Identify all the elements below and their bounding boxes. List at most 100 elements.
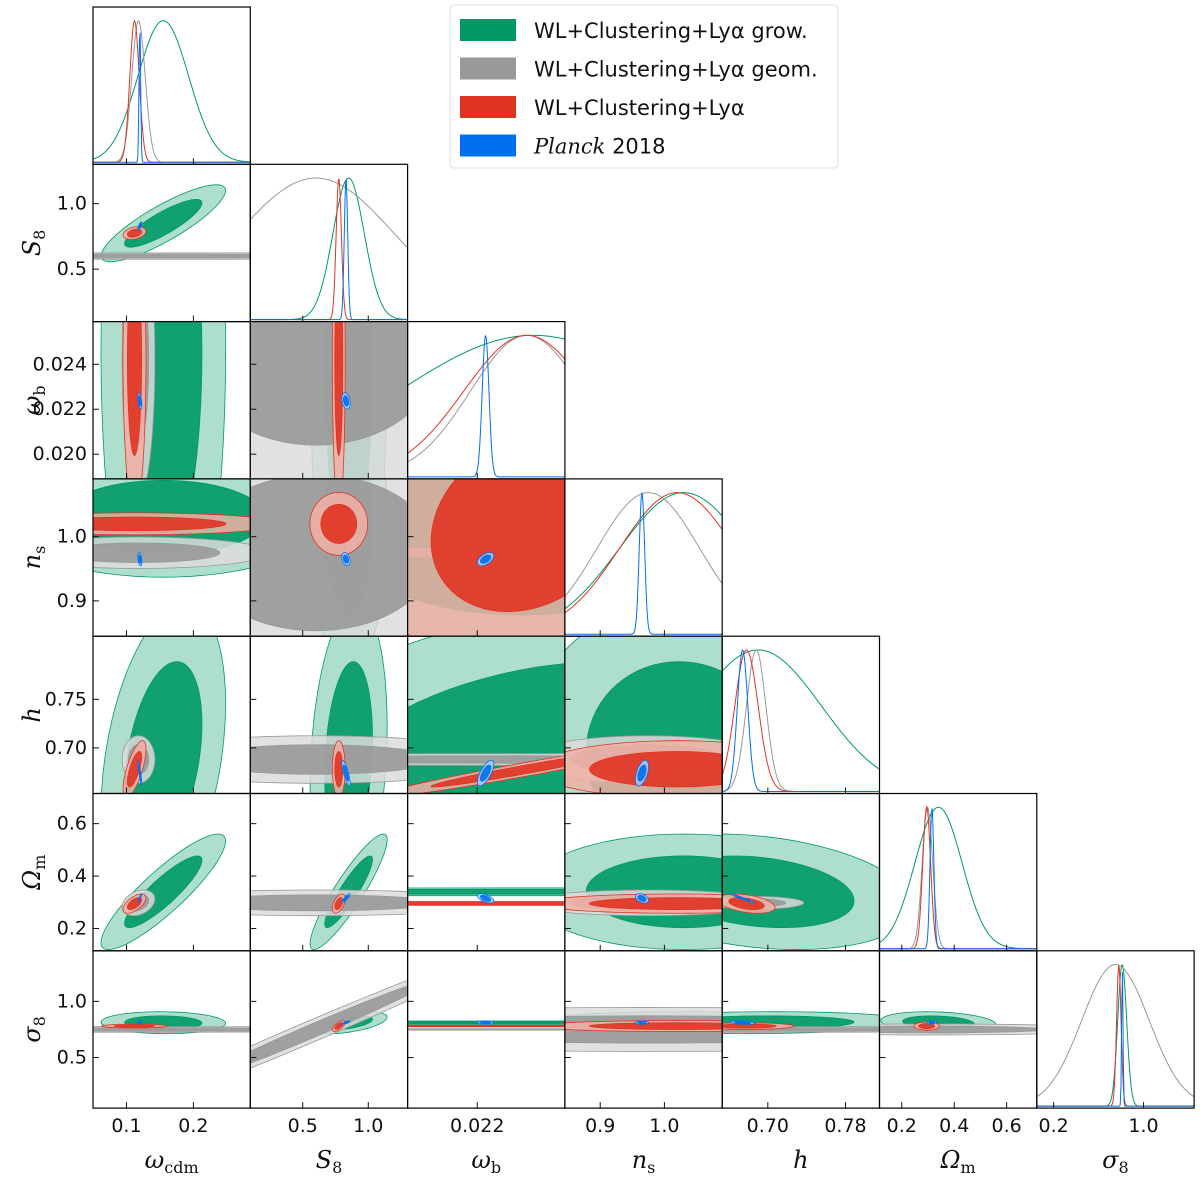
x-tick-label: 0.4 bbox=[939, 1115, 969, 1137]
x-tick-label: 0.70 bbox=[747, 1115, 789, 1137]
contour-inner-3 bbox=[637, 764, 647, 782]
contour-inner-2 bbox=[334, 321, 344, 457]
y-tick-label: 0.5 bbox=[57, 1047, 87, 1069]
legend-label-2: WL+Clustering+Lyα bbox=[534, 96, 745, 120]
y-tick-label: 0.5 bbox=[57, 258, 87, 280]
panel-frame bbox=[249, 163, 409, 323]
contour-inner-3 bbox=[138, 395, 142, 407]
panel-n_s-S8 bbox=[249, 478, 409, 637]
panels: 0.51.00.0200.0220.0240.91.00.700.750.20.… bbox=[33, 6, 1195, 1137]
panel-omega_b-omega_cdm: 0.020 0.022 0.024 bbox=[33, 321, 251, 480]
contour-inner-2 bbox=[407, 902, 565, 906]
panel-Omega_m-S8 bbox=[249, 792, 409, 952]
marginal-curve-3 bbox=[407, 335, 565, 478]
marginal-curve-1 bbox=[407, 334, 565, 463]
x-tick-label: 0.022 bbox=[450, 1115, 504, 1137]
y-tick-label: 0.2 bbox=[57, 918, 87, 940]
contour-inner-0 bbox=[407, 889, 565, 895]
marginal-curve-3 bbox=[250, 179, 408, 321]
legend-label-0: WL+Clustering+Lyα grow. bbox=[534, 19, 808, 43]
panel-sigma8-n_s: 0.9 1.0 bbox=[564, 950, 723, 1137]
contour-inner-2 bbox=[334, 897, 344, 910]
y-tick-label: 0.020 bbox=[33, 443, 87, 465]
marginal-curve-0 bbox=[1036, 964, 1195, 1107]
y-axis-label-h: h bbox=[18, 707, 46, 722]
contour-inner-2 bbox=[430, 758, 565, 788]
x-tick-label: 0.6 bbox=[992, 1115, 1022, 1137]
marginal-curve-2 bbox=[250, 179, 408, 321]
marginal-curve-3 bbox=[879, 808, 1037, 950]
x-tick-label: 0.78 bbox=[824, 1115, 866, 1137]
marginal-curve-0 bbox=[93, 20, 251, 163]
contour-inner-1 bbox=[407, 755, 565, 764]
panel-Omega_m-n_s bbox=[564, 792, 723, 952]
panel-frame bbox=[407, 792, 566, 952]
contour-inner-1 bbox=[250, 894, 408, 912]
y-tick-label: 0.9 bbox=[57, 590, 87, 612]
panel-omega_cdm-omega_cdm bbox=[92, 6, 251, 165]
y-tick-label: 0.70 bbox=[45, 737, 87, 759]
x-tick-label: 0.1 bbox=[111, 1115, 141, 1137]
contour-inner-3 bbox=[734, 1021, 751, 1025]
contour-inner-2 bbox=[334, 1022, 344, 1030]
contour-inner-2 bbox=[334, 751, 344, 788]
marginal-curve-1 bbox=[564, 492, 723, 597]
panel-omega_b-omega_b bbox=[407, 321, 566, 480]
marginal-curve-1 bbox=[93, 19, 251, 163]
x-axis-label-sigma8: σ8 bbox=[1102, 1146, 1129, 1177]
panel-Omega_m-Omega_m bbox=[878, 792, 1038, 952]
contour-inner-3 bbox=[138, 895, 142, 902]
contour-inner-3 bbox=[138, 1021, 142, 1025]
contour-inner-2 bbox=[126, 321, 143, 456]
axis-labels: ωcdm S8 ωb ns h Ωm σ8 S8 ωb ns h Ωm σ8 bbox=[18, 230, 1129, 1177]
contour-inner-1 bbox=[250, 985, 408, 1064]
panel-sigma8-Omega_m: 0.2 0.4 0.6 bbox=[878, 950, 1038, 1137]
marginal-curve-3 bbox=[722, 648, 880, 792]
contour-inner-2 bbox=[728, 897, 765, 910]
legend-label-3: Planck 2018 bbox=[533, 135, 666, 159]
x-axis-label-Omega_m: Ωm bbox=[940, 1146, 976, 1177]
y-axis-label-sigma8: σ8 bbox=[18, 1016, 49, 1043]
y-tick-label: 1.0 bbox=[57, 526, 87, 548]
marginal-curve-3 bbox=[93, 32, 251, 163]
contour-inner-3 bbox=[480, 554, 492, 564]
legend-swatch-3 bbox=[460, 134, 516, 157]
y-tick-label: 1.0 bbox=[57, 990, 87, 1012]
x-axis-label-h: h bbox=[793, 1146, 808, 1174]
contour-inner-2 bbox=[407, 1025, 565, 1027]
contour-inner-1 bbox=[93, 542, 221, 563]
y-axis-label-n_s: ns bbox=[18, 546, 49, 570]
panel-sigma8-S8: 0.5 1.0 bbox=[249, 950, 409, 1137]
y-tick-label: 0.022 bbox=[33, 398, 87, 420]
panel-h-omega_b bbox=[407, 635, 566, 795]
marginal-curve-2 bbox=[407, 334, 565, 454]
panel-sigma8-omega_cdm: 0.5 1.0 0.1 0.2 bbox=[57, 950, 251, 1137]
x-tick-label: 0.2 bbox=[1039, 1115, 1069, 1137]
marginal-curve-1 bbox=[250, 177, 408, 249]
x-tick-label: 1.0 bbox=[649, 1115, 679, 1137]
legend-box bbox=[449, 4, 839, 169]
contour-inner-1 bbox=[250, 478, 408, 632]
panel-h-S8 bbox=[249, 635, 409, 795]
marginal-curve-0 bbox=[250, 177, 408, 321]
marginal-curve-1 bbox=[879, 806, 1037, 950]
y-tick-label: 0.6 bbox=[57, 813, 87, 835]
panel-frame bbox=[1036, 950, 1195, 1109]
contour-inner-2 bbox=[589, 751, 723, 788]
x-tick-label: 0.2 bbox=[178, 1115, 208, 1137]
contour-inner-2 bbox=[93, 516, 227, 532]
panel-frame bbox=[878, 792, 1038, 952]
contour-inner-3 bbox=[138, 554, 142, 564]
panel-frame bbox=[92, 6, 251, 165]
marginal-curve-0 bbox=[879, 806, 1037, 950]
contour-inner-2 bbox=[588, 1022, 723, 1030]
contour-inner-3 bbox=[342, 764, 349, 782]
legend-swatch-0 bbox=[460, 19, 516, 41]
contour-inner-3 bbox=[480, 764, 492, 782]
panel-Omega_m-omega_cdm: 0.2 0.4 0.6 bbox=[57, 792, 251, 952]
x-tick-label: 0.9 bbox=[585, 1115, 615, 1137]
panel-n_s-n_s bbox=[564, 478, 723, 637]
x-tick-label: 1.0 bbox=[1128, 1115, 1158, 1137]
contour-inner-3 bbox=[734, 895, 751, 902]
contour-inner-3 bbox=[928, 1021, 936, 1025]
